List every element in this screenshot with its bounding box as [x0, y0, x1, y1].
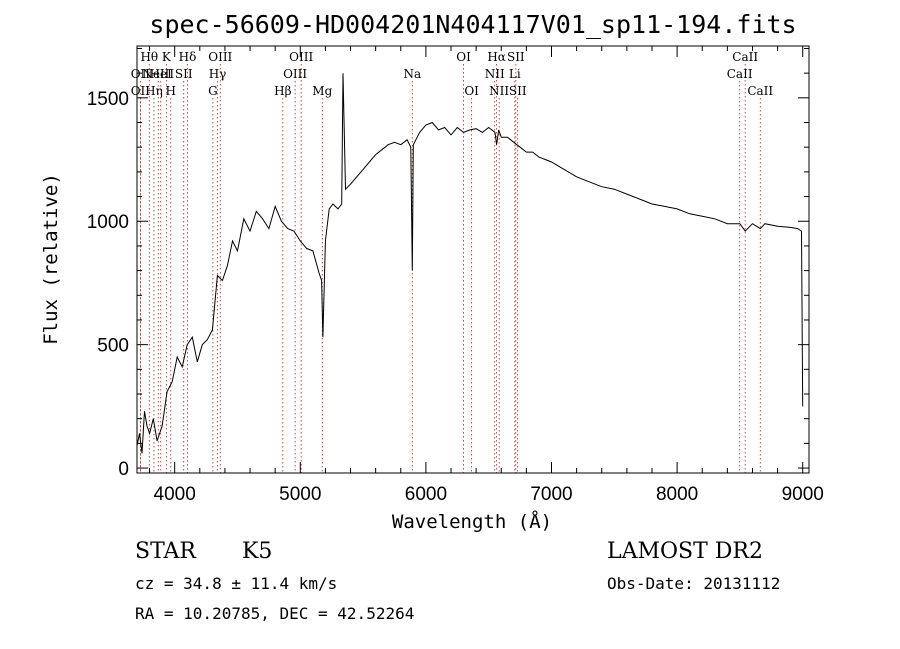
spectral-line-label: K [162, 50, 172, 64]
spectral-line-label: H [166, 84, 176, 98]
object-type: STAR [135, 539, 197, 564]
spectral-line-label: CaII [727, 67, 753, 81]
y-axis-label: Flux (relative) [40, 173, 62, 345]
x-tick-label: 9000 [782, 484, 824, 505]
survey-name: LAMOST DR2 [607, 539, 763, 564]
spectral-line-label: Hγ [209, 67, 227, 81]
plot-frame [136, 45, 810, 474]
spectral-line-label: Na [404, 67, 422, 81]
axis-ticks [137, 46, 809, 473]
spectral-line-label: Hη [145, 84, 163, 98]
spectral-line-label: OII [131, 67, 151, 81]
spectral-line-label: OI [464, 84, 479, 98]
spectral-line-label: OII [131, 84, 151, 98]
spectral-line-label: Li [509, 67, 521, 81]
x-tick-label: 4000 [154, 484, 196, 505]
x-tick-label: 7000 [530, 484, 572, 505]
spectral-line-markers [139, 64, 761, 473]
spectral-line-label: CaII [732, 50, 758, 64]
spectral-line-label: SII [509, 84, 527, 98]
spectral-line-label: OIII [283, 67, 307, 81]
y-tick-label: 500 [97, 336, 129, 357]
y-tick-label: 0 [118, 459, 129, 480]
spectral-line-label: Hα [487, 50, 506, 64]
spectral-line-label: OIII [289, 50, 313, 64]
spectral-line-label: CaII [747, 84, 773, 98]
y-tick-label: 1500 [87, 89, 129, 110]
redshift-velocity: cz = 34.8 ± 11.4 km/s [135, 574, 337, 593]
spectral-line-label: SII [175, 67, 193, 81]
x-tick-label: 6000 [405, 484, 447, 505]
spectral-line-label: SII [507, 50, 525, 64]
x-tick-label: 8000 [656, 484, 698, 505]
spectral-line-label: Mg [312, 84, 332, 98]
spectral-line-label: NII [485, 67, 505, 81]
x-axis-label: Wavelength (Å) [392, 510, 552, 533]
spectral-line-label: NII [489, 84, 509, 98]
spectral-line-label: Hβ [274, 84, 291, 98]
chart-title: spec-56609-HD004201N404117V01_sp11-194.f… [149, 10, 796, 39]
x-tick-label: 5000 [279, 484, 321, 505]
spectral-line-label: HeI [150, 67, 173, 81]
spectral-line-label: OI [456, 50, 471, 64]
spectral-line-label: NeIII [142, 67, 174, 81]
y-tick-label: 1000 [87, 212, 129, 233]
spectral-line-label: Hδ [179, 50, 197, 64]
observation-date: Obs-Date: 20131112 [607, 574, 780, 593]
sky-coordinates: RA = 10.20785, DEC = 42.52264 [135, 604, 414, 623]
spectral-subclass: K5 [242, 539, 272, 564]
spectrum-line [136, 73, 804, 454]
axis-tick-labels: 4000 5000 6000 7000 8000 9000 0 500 1000 1500 [87, 89, 824, 505]
spectral-line-label: OIII [208, 50, 232, 64]
spectral-line-label: Hθ [140, 50, 158, 64]
spectral-line-label: G [208, 84, 218, 98]
